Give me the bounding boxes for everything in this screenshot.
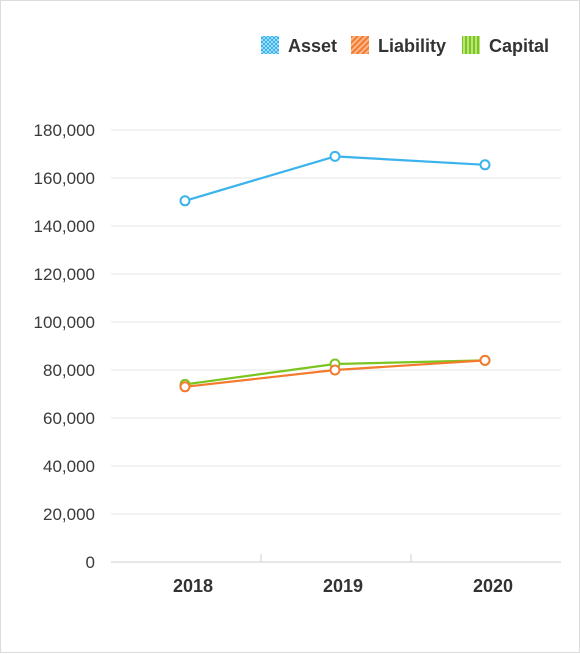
y-tick-label: 0 — [86, 553, 95, 572]
data-point-asset[interactable] — [479, 159, 491, 171]
legend-item-liability[interactable]: Liability — [351, 36, 446, 56]
legend-swatch — [261, 36, 279, 54]
x-tick-label: 2020 — [473, 576, 513, 596]
legend-item-capital[interactable]: Capital — [462, 36, 549, 56]
legend-label: Liability — [378, 36, 446, 56]
data-point-liability[interactable] — [479, 354, 491, 366]
y-tick-label: 140,000 — [34, 217, 95, 236]
legend-item-asset[interactable]: Asset — [261, 36, 337, 56]
data-point-asset[interactable] — [179, 195, 191, 207]
x-tick-label: 2019 — [323, 576, 363, 596]
series-line-asset — [184, 155, 486, 202]
y-tick-label: 40,000 — [43, 457, 95, 476]
legend-label: Capital — [489, 36, 549, 56]
y-tick-label: 100,000 — [34, 313, 95, 332]
data-point-liability[interactable] — [179, 381, 191, 393]
legend-swatch — [351, 36, 369, 54]
y-tick-label: 20,000 — [43, 505, 95, 524]
data-point-asset[interactable] — [329, 150, 341, 162]
legend-swatch — [462, 36, 480, 54]
legend-label: Asset — [288, 36, 337, 56]
y-tick-label: 60,000 — [43, 409, 95, 428]
y-tick-label: 80,000 — [43, 361, 95, 380]
y-tick-label: 120,000 — [34, 265, 95, 284]
y-tick-label: 180,000 — [34, 121, 95, 140]
y-tick-label: 160,000 — [34, 169, 95, 188]
data-point-liability[interactable] — [329, 364, 341, 376]
x-tick-label: 2018 — [173, 576, 213, 596]
